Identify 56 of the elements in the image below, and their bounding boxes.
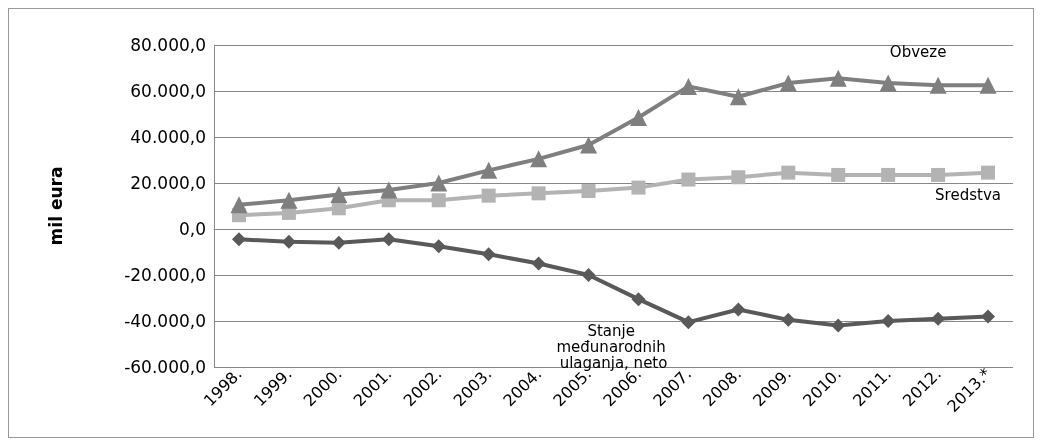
point [381, 232, 396, 247]
point [981, 165, 996, 180]
y-tick-label: 20.000,0 [130, 173, 206, 193]
point [431, 193, 446, 208]
point [631, 180, 646, 195]
point [330, 186, 348, 203]
point [431, 239, 446, 254]
point [881, 167, 896, 182]
point [731, 302, 746, 317]
point [281, 234, 296, 249]
series-label: Obveze [889, 42, 947, 61]
y-tick-label: -20.000,0 [124, 265, 206, 285]
point [731, 170, 746, 185]
point [430, 174, 448, 192]
point [531, 186, 546, 201]
y-tick-label: 0,0 [178, 219, 206, 239]
point [380, 181, 398, 199]
point [631, 292, 646, 307]
point [230, 196, 248, 214]
point [979, 76, 997, 94]
point [581, 268, 596, 282]
y-tick-label: -40.000,0 [124, 311, 206, 331]
point [531, 256, 546, 271]
point [881, 314, 896, 328]
point [829, 69, 847, 87]
point [931, 311, 946, 326]
point [280, 191, 298, 209]
y-tick-label: -60.000,0 [124, 357, 206, 377]
y-tick-label: 60.000,0 [130, 81, 206, 101]
point [231, 232, 246, 247]
point [781, 312, 796, 327]
point [781, 165, 796, 180]
point [629, 108, 647, 126]
point [831, 167, 846, 182]
point [480, 161, 498, 179]
series-label: Stanje međunarodnih ulaganja, neto [556, 322, 671, 372]
point [481, 188, 496, 203]
point [581, 184, 596, 199]
point [530, 150, 548, 168]
y-axis-title: mil eura [45, 166, 66, 246]
point [580, 136, 598, 154]
series-label: Sredstva [935, 185, 1001, 204]
point [779, 74, 797, 92]
point [481, 247, 496, 262]
point [929, 76, 947, 94]
point [879, 74, 897, 92]
point [331, 235, 346, 250]
point [931, 167, 946, 182]
point [981, 309, 996, 324]
point [679, 77, 697, 95]
point [831, 318, 846, 333]
point [729, 88, 747, 106]
point [681, 172, 696, 187]
y-tick-label: 80.000,0 [130, 35, 206, 55]
y-tick-label: 40.000,0 [130, 127, 206, 147]
point [681, 315, 696, 330]
